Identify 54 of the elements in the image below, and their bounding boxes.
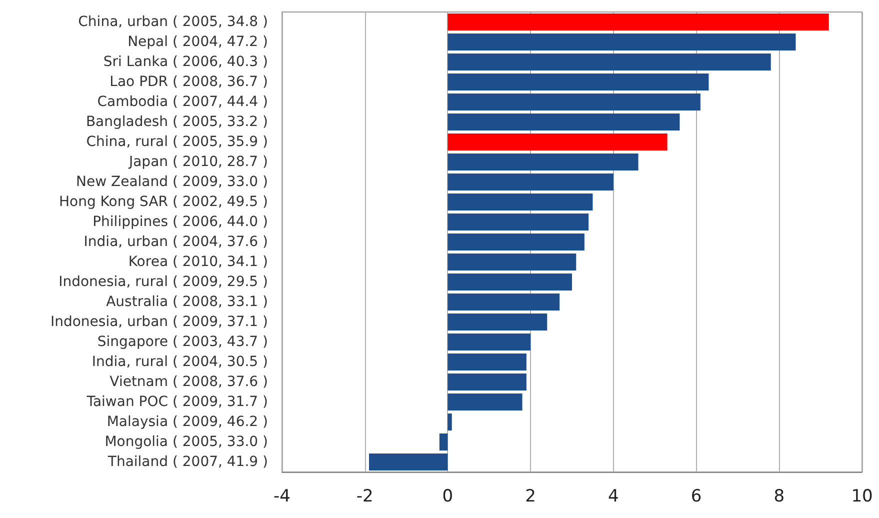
x-tick-label: 4: [608, 486, 619, 506]
x-tick-label: 10: [851, 486, 873, 506]
bar: [448, 174, 614, 190]
bar: [448, 314, 548, 330]
y-tick-label: Taiwan POC ( 2009, 31.7 ): [86, 394, 268, 410]
bar: [448, 254, 576, 270]
bar: [448, 54, 771, 70]
bar: [448, 134, 668, 150]
y-tick-label: Lao PDR ( 2008, 36.7 ): [110, 74, 268, 90]
y-tick-label: Malaysia ( 2009, 46.2 ): [106, 414, 268, 430]
x-tick-label: 2: [525, 486, 536, 506]
bar: [448, 234, 584, 250]
y-tick-label: Hong Kong SAR ( 2002, 49.5 ): [59, 194, 268, 210]
y-tick-label: Sri Lanka ( 2006, 40.3 ): [103, 54, 268, 70]
y-tick-label: Bangladesh ( 2005, 33.2 ): [86, 114, 268, 130]
y-tick-label: Mongolia ( 2005, 33.0 ): [104, 434, 268, 450]
x-tick-label: 6: [690, 486, 702, 506]
y-tick-label: Japan ( 2010, 28.7 ): [128, 154, 268, 170]
y-tick-label: Cambodia ( 2007, 44.4 ): [97, 94, 268, 110]
bar: [448, 14, 829, 30]
y-tick-label: Singapore ( 2003, 43.7 ): [97, 334, 268, 350]
bar: [448, 294, 560, 310]
y-tick-label: China, rural ( 2005, 35.9 ): [86, 134, 268, 150]
bar: [369, 454, 448, 470]
bar: [448, 274, 572, 290]
y-tick-label: Indonesia, rural ( 2009, 29.5 ): [58, 274, 268, 290]
bar: [448, 374, 526, 390]
y-tick-label: Korea ( 2010, 34.1 ): [128, 254, 268, 270]
x-tick-label: 0: [442, 486, 454, 506]
y-tick-label: India, rural ( 2004, 30.5 ): [92, 354, 268, 370]
y-tick-label: New Zealand ( 2009, 33.0 ): [76, 174, 268, 190]
bar: [448, 114, 680, 130]
y-tick-label: Indonesia, urban ( 2009, 37.1 ): [50, 314, 268, 330]
y-tick-label: Australia ( 2008, 33.1 ): [106, 294, 268, 310]
bar: [448, 154, 638, 170]
y-tick-label: Nepal ( 2004, 47.2 ): [128, 34, 268, 50]
y-tick-label: Philippines ( 2006, 44.0 ): [92, 214, 268, 230]
x-tick-label: -4: [274, 486, 290, 506]
bar: [448, 354, 526, 370]
bar: [448, 214, 589, 230]
bar: [448, 34, 796, 50]
y-tick-label: Thailand ( 2007, 41.9 ): [106, 454, 268, 470]
bar: [448, 94, 700, 110]
y-tick-label: India, urban ( 2004, 37.6 ): [84, 234, 268, 250]
bar: [448, 334, 531, 350]
x-tick-label: -2: [356, 486, 374, 506]
y-tick-label: China, urban ( 2005, 34.8 ): [78, 14, 268, 30]
bar: [448, 394, 522, 410]
y-tick-label: Vietnam ( 2008, 37.6 ): [110, 374, 268, 390]
bar: [448, 194, 593, 210]
bar: [448, 414, 452, 430]
bar: [439, 434, 448, 450]
x-tick-label: 8: [774, 486, 785, 506]
bar: [448, 74, 709, 90]
